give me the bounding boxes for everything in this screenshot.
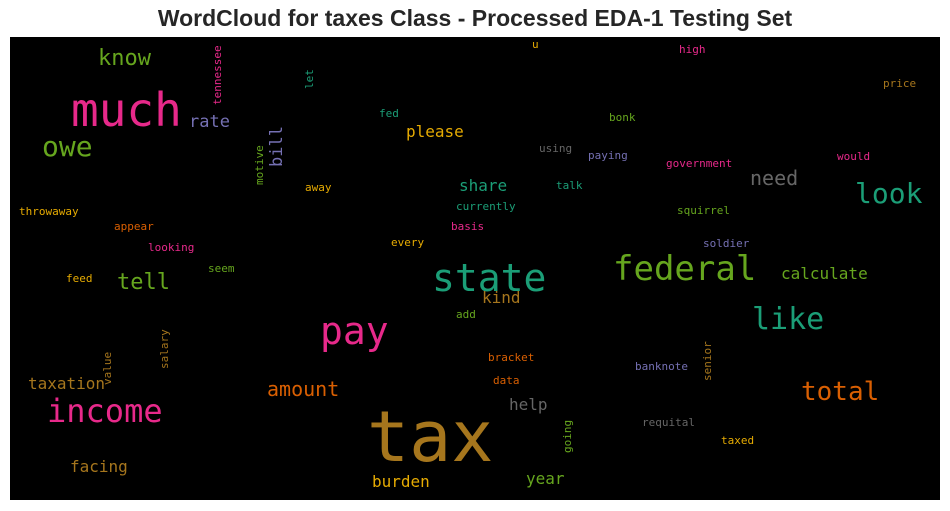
word-bonk: bonk <box>609 111 636 124</box>
word-tennessee: tennessee <box>211 45 224 105</box>
word-add: add <box>456 308 476 321</box>
word-high: high <box>679 43 706 56</box>
word-throwaway: throwaway <box>19 205 79 218</box>
word-like: like <box>752 302 825 337</box>
word-talk: talk <box>556 179 583 192</box>
word-facing: facing <box>70 457 128 476</box>
word-requital: requital <box>642 416 695 429</box>
word-currently: currently <box>456 200 516 213</box>
word-much: much <box>71 83 182 137</box>
word-feed: feed <box>66 272 93 285</box>
word-fed: fed <box>379 107 399 120</box>
word-cloud: tax much state federal pay income owe lo… <box>10 37 940 500</box>
word-share: share <box>459 176 508 195</box>
word-let: let <box>303 69 316 89</box>
word-calculate: calculate <box>781 264 868 283</box>
word-tax: tax <box>367 396 494 478</box>
word-taxation: taxation <box>28 374 106 393</box>
word-year: year <box>526 469 565 488</box>
word-taxed: taxed <box>721 434 755 447</box>
word-please: please <box>406 122 464 141</box>
word-banknote: banknote <box>635 360 688 373</box>
word-every: every <box>391 236 425 249</box>
word-know: know <box>98 46 151 71</box>
word-rate: rate <box>189 112 230 132</box>
word-income: income <box>47 392 163 430</box>
word-look: look <box>855 177 923 210</box>
chart-title: WordCloud for taxes Class - Processed ED… <box>157 5 793 31</box>
word-basis: basis <box>451 220 485 233</box>
word-data: data <box>493 374 520 387</box>
word-squirrel: squirrel <box>677 204 730 217</box>
word-kind: kind <box>482 288 521 307</box>
word-federal: federal <box>613 249 757 289</box>
word-tell: tell <box>117 270 170 295</box>
word-owe: owe <box>42 130 93 163</box>
word-soldier: soldier <box>703 237 750 250</box>
word-appear: appear <box>114 220 154 233</box>
word-away: away <box>305 181 332 194</box>
word-paying: paying <box>588 149 628 162</box>
word-salary: salary <box>158 329 171 369</box>
word-need: need <box>750 166 799 190</box>
word-would: would <box>837 150 871 163</box>
word-total: total <box>801 377 880 407</box>
word-value: value <box>101 351 114 385</box>
word-u: u <box>532 38 539 51</box>
word-bill: bill <box>267 126 287 167</box>
word-looking: looking <box>148 241 195 254</box>
word-government: government <box>666 157 733 170</box>
word-senior: senior <box>701 341 714 381</box>
word-pay: pay <box>320 309 389 353</box>
word-motive: motive <box>253 145 266 185</box>
word-state: state <box>432 256 547 300</box>
word-amount: amount <box>267 377 340 401</box>
word-bracket: bracket <box>488 351 535 364</box>
word-using: using <box>539 142 573 155</box>
word-help: help <box>509 395 548 414</box>
word-going: going <box>561 419 574 453</box>
word-price: price <box>883 77 917 90</box>
word-seem: seem <box>208 262 235 275</box>
word-burden: burden <box>372 472 430 491</box>
